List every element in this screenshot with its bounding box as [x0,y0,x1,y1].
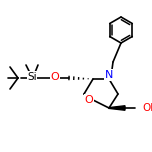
Text: OH: OH [142,103,152,113]
Text: Si: Si [27,72,37,82]
Text: O: O [51,72,59,82]
Polygon shape [109,106,125,110]
Text: N: N [105,70,113,80]
Text: O: O [85,95,93,105]
